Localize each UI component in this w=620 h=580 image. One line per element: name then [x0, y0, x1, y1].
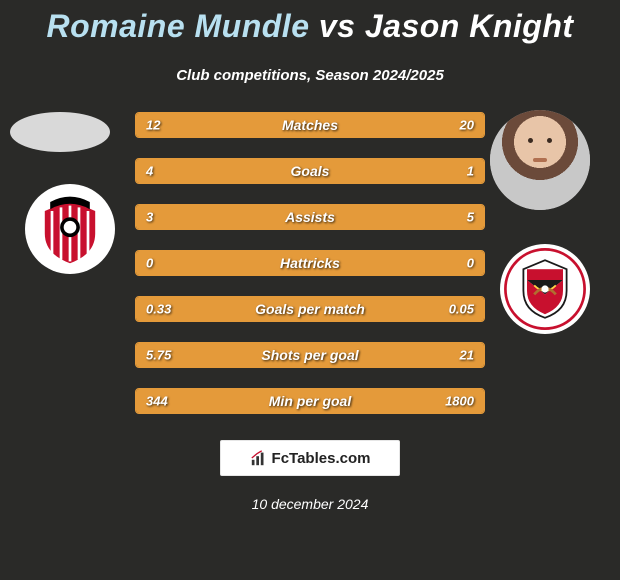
player2-club-badge [500, 244, 590, 334]
stat-row: 12 20 Matches [135, 112, 485, 138]
stat-value-left: 0.33 [146, 302, 171, 317]
stat-value-right: 1800 [445, 394, 474, 409]
stat-label: Shots per goal [261, 347, 358, 363]
stat-label: Goals per match [255, 301, 365, 317]
bar-left [136, 205, 267, 229]
stat-value-left: 344 [146, 394, 168, 409]
stat-row: 0 0 Hattricks [135, 250, 485, 276]
stat-value-left: 0 [146, 256, 153, 271]
stat-value-right: 1 [467, 164, 474, 179]
player2-avatar [490, 110, 590, 210]
stat-value-left: 12 [146, 118, 160, 133]
stat-row: 3 5 Assists [135, 204, 485, 230]
stat-label: Goals [291, 163, 330, 179]
player1-club-badge [25, 184, 115, 274]
vs-text: vs [319, 8, 356, 44]
stat-value-left: 4 [146, 164, 153, 179]
stats-container: 12 20 Matches 4 1 Goals 3 5 Assists 0 0 Hattricks 0.… [135, 112, 485, 414]
stat-row: 5.75 21 Shots per goal [135, 342, 485, 368]
stat-label: Min per goal [269, 393, 351, 409]
brand-text: FcTables.com [272, 450, 371, 467]
stat-row: 4 1 Goals [135, 158, 485, 184]
stat-value-left: 5.75 [146, 348, 171, 363]
subtitle: Club competitions, Season 2024/2025 [0, 67, 620, 84]
stat-value-right: 5 [467, 210, 474, 225]
content-area: 12 20 Matches 4 1 Goals 3 5 Assists 0 0 Hattricks 0.… [0, 112, 620, 414]
brand-badge: FcTables.com [220, 440, 400, 476]
player1-name: Romaine Mundle [46, 8, 309, 44]
date-text: 10 december 2024 [0, 496, 620, 512]
stat-value-left: 3 [146, 210, 153, 225]
player2-name: Jason Knight [365, 8, 574, 44]
stat-label: Hattricks [280, 255, 340, 271]
stat-label: Assists [285, 209, 335, 225]
stat-value-right: 0 [467, 256, 474, 271]
bar-left [136, 159, 414, 183]
player1-avatar [10, 112, 110, 152]
comparison-title: Romaine Mundle vs Jason Knight [0, 0, 620, 45]
stat-value-right: 21 [460, 348, 474, 363]
stat-value-right: 20 [460, 118, 474, 133]
stat-value-right: 0.05 [449, 302, 474, 317]
chart-icon [250, 449, 268, 467]
stat-row: 344 1800 Min per goal [135, 388, 485, 414]
stat-label: Matches [282, 117, 338, 133]
stat-row: 0.33 0.05 Goals per match [135, 296, 485, 322]
